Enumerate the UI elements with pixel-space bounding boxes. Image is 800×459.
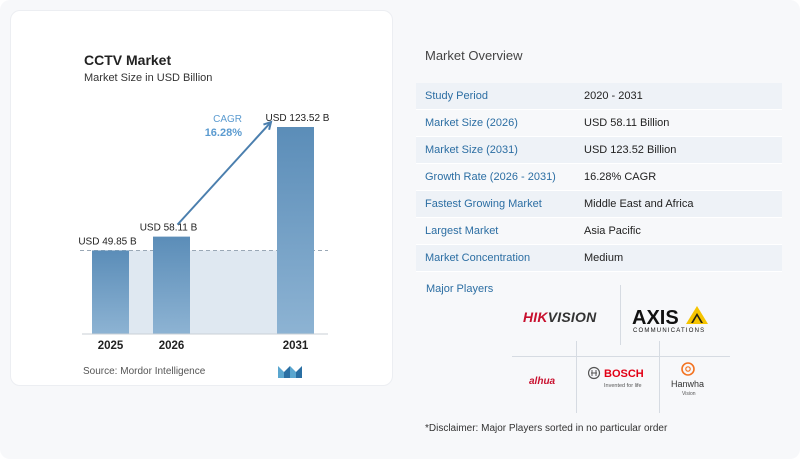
grid-divider <box>620 285 621 345</box>
cagr-label: CAGR <box>213 114 242 125</box>
bosch-logo-name: BOSCH <box>604 368 644 380</box>
overview-row: Market Size (2031) USD 123.52 Billion <box>416 137 782 164</box>
bar-2031 <box>277 127 314 334</box>
data-label: USD 123.52 B <box>266 113 330 124</box>
disclaimer-text: *Disclaimer: Major Players sorted in no … <box>425 423 668 434</box>
bar-2025 <box>92 250 129 334</box>
overview-value: USD 123.52 Billion <box>584 144 677 156</box>
source-text: Source: Mordor Intelligence <box>83 366 206 377</box>
hanwha-logo: Hanwha Vision <box>671 362 704 397</box>
hikvision-logo: HIKVISION <box>523 309 597 325</box>
overview-row: Fastest Growing Market Middle East and A… <box>416 191 782 218</box>
overview-label: Growth Rate (2026 - 2031) <box>425 171 556 183</box>
market-overview-title: Market Overview <box>425 48 523 63</box>
dahua-logo: alhua <box>529 376 556 386</box>
market-overview-table: Study Period 2020 - 2031 Market Size (20… <box>416 83 782 272</box>
bosch-logo-tagline: Invented for life <box>604 383 642 389</box>
cagr-value: 16.28% <box>205 127 243 139</box>
cagr-arrow-head <box>263 120 273 131</box>
axis-logo-name: AXIS <box>632 307 679 329</box>
overview-label: Study Period <box>425 90 488 102</box>
bosch-logo: BOSCH Invented for life <box>588 366 644 389</box>
overview-row: Market Concentration Medium <box>416 245 782 272</box>
overview-value: 2020 - 2031 <box>584 90 643 102</box>
overview-row: Growth Rate (2026 - 2031) 16.28% CAGR <box>416 164 782 191</box>
players-grid <box>512 285 730 413</box>
overview-label: Market Concentration <box>425 252 531 264</box>
cagr-arrow <box>176 121 272 226</box>
overview-value: 16.28% CAGR <box>584 171 657 183</box>
grid-divider <box>512 356 730 357</box>
hanwha-logo-sub: Vision <box>682 391 696 397</box>
chart-title: CCTV Market <box>84 52 172 68</box>
bar-2026 <box>153 236 190 334</box>
hanwha-logo-name: Hanwha <box>671 379 704 389</box>
major-players-title: Major Players <box>426 283 494 295</box>
chart-subtitle: Market Size in USD Billion <box>84 72 213 84</box>
overview-row: Study Period 2020 - 2031 <box>416 83 782 110</box>
data-label: USD 49.85 B <box>78 236 137 247</box>
x-tick-label: 2026 <box>159 340 185 352</box>
data-label: USD 58.11 B <box>140 223 198 234</box>
axis-logo-sub: COMMUNICATIONS <box>633 328 705 334</box>
bar-chart: USD 49.85 B 2025 USD 58.11 B 2026 USD 123.52… <box>78 113 330 352</box>
overview-label: Largest Market <box>425 225 499 237</box>
overview-row: Largest Market Asia Pacific <box>416 218 782 245</box>
overview-row: Market Size (2026) USD 58.11 Billion <box>416 110 782 137</box>
mordor-intelligence-logo-icon <box>278 366 302 378</box>
grid-divider <box>659 341 660 413</box>
overview-value: Medium <box>584 252 624 264</box>
overview-label: Market Size (2031) <box>425 144 518 156</box>
overview-value: USD 58.11 Billion <box>584 117 670 129</box>
x-tick-label: 2025 <box>98 340 124 352</box>
x-tick-label: 2031 <box>283 340 309 352</box>
axis-logo: AXIS COMMUNICATIONS <box>632 306 708 334</box>
overview-value: Middle East and Africa <box>584 198 694 210</box>
grid-divider <box>576 341 577 413</box>
dahua-logo-name: alhua <box>529 376 556 386</box>
overview-label: Fastest Growing Market <box>425 198 542 210</box>
overview-value: Asia Pacific <box>584 225 641 237</box>
overview-label: Market Size (2026) <box>425 117 518 129</box>
